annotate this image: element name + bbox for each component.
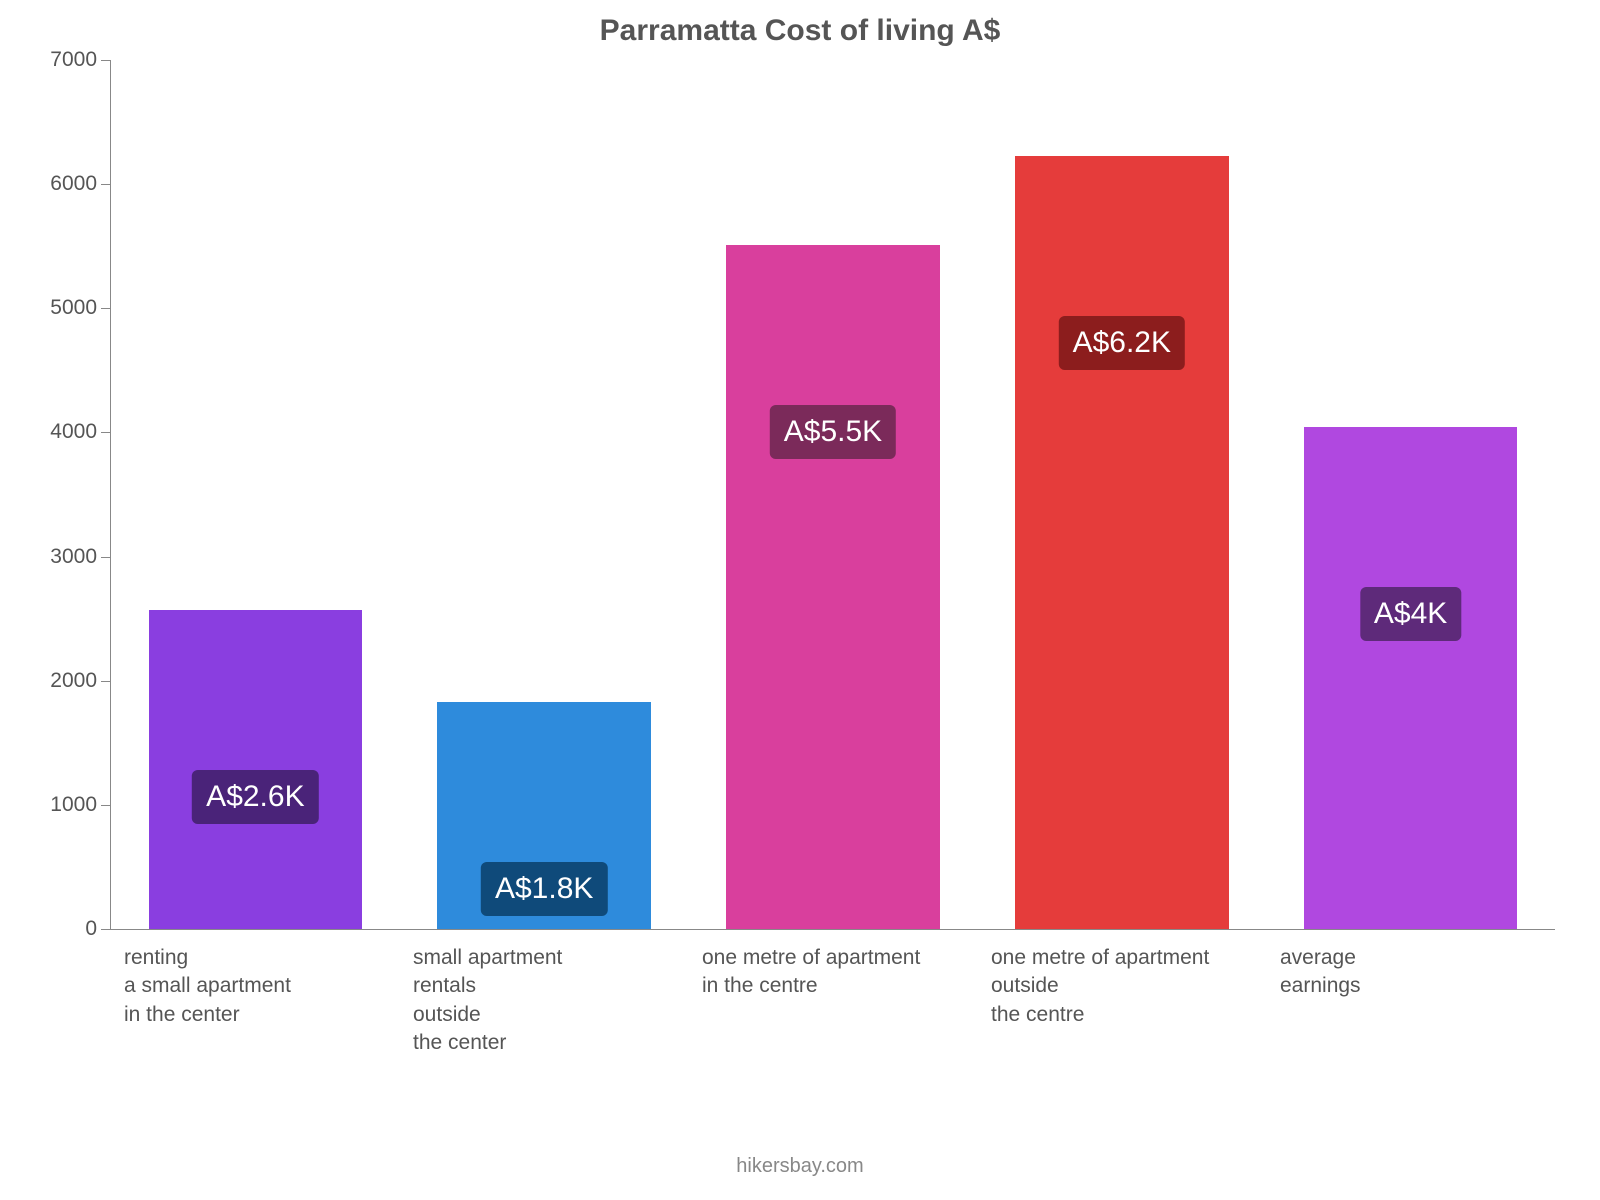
value-badge: A$2.6K	[192, 770, 318, 824]
bar: A$2.6K	[149, 610, 363, 929]
bar-slot: A$4K	[1266, 60, 1555, 929]
x-axis-label: renting a small apartment in the center	[110, 930, 399, 1057]
x-axis-labels: renting a small apartment in the centers…	[110, 930, 1555, 1057]
x-axis-label: small apartment rentals outside the cent…	[399, 930, 688, 1057]
x-axis-label: one metre of apartment outside the centr…	[977, 930, 1266, 1057]
plot-area: A$2.6KA$1.8KA$5.5KA$6.2KA$4K 01000200030…	[110, 60, 1555, 930]
value-badge: A$4K	[1360, 587, 1461, 641]
value-badge: A$1.8K	[481, 862, 607, 916]
y-tick-label: 6000	[50, 172, 97, 196]
value-badge: A$5.5K	[770, 405, 896, 459]
chart-title: Parramatta Cost of living A$	[45, 10, 1555, 60]
y-tick	[101, 184, 111, 185]
bar: A$5.5K	[726, 245, 940, 929]
bars-layer: A$2.6K A$1.8K A$5.5K A$6.2K A$4K	[111, 60, 1555, 929]
chart-container: Parramatta Cost of living A$ A$2.6K A$1.8…	[45, 10, 1555, 1060]
y-tick-label: 0	[85, 917, 97, 941]
y-tick	[101, 557, 111, 558]
bar-slot: A$2.6K	[111, 60, 400, 929]
y-tick	[101, 929, 111, 930]
y-tick-label: 4000	[50, 420, 97, 444]
y-tick-label: 2000	[50, 669, 97, 693]
bar-slot: A$6.2K	[977, 60, 1266, 929]
y-tick-label: 1000	[50, 793, 97, 817]
x-axis-label: one metre of apartment in the centre	[688, 930, 977, 1057]
y-tick	[101, 60, 111, 61]
bar: A$6.2K	[1015, 156, 1229, 929]
y-tick	[101, 681, 111, 682]
y-tick-label: 3000	[50, 545, 97, 569]
y-tick-label: 5000	[50, 296, 97, 320]
bar: A$4K	[1304, 427, 1518, 929]
bar: A$1.8K	[437, 702, 651, 929]
y-tick	[101, 308, 111, 309]
y-tick	[101, 432, 111, 433]
bar-slot: A$1.8K	[400, 60, 689, 929]
value-badge: A$6.2K	[1059, 316, 1185, 370]
bar-slot: A$5.5K	[689, 60, 978, 929]
y-tick	[101, 805, 111, 806]
x-axis-label: average earnings	[1266, 930, 1555, 1057]
y-tick-label: 7000	[50, 48, 97, 72]
chart-credit: hikersbay.com	[0, 1155, 1600, 1178]
